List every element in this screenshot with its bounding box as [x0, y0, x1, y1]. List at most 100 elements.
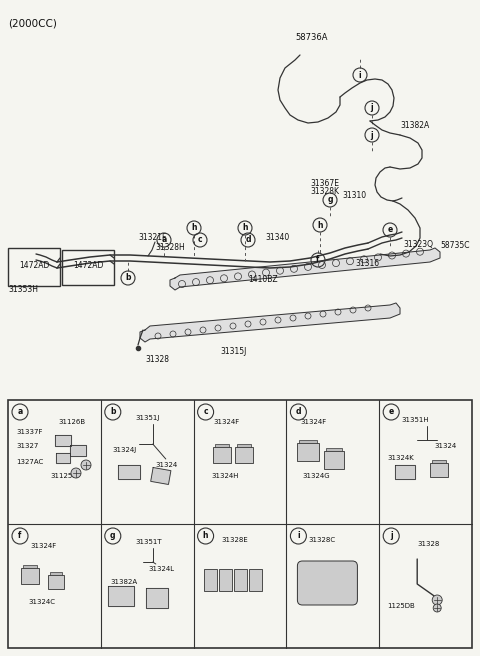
Polygon shape [395, 465, 415, 479]
Text: 31351J: 31351J [136, 415, 160, 421]
Text: 31324G: 31324G [302, 473, 330, 479]
Text: h: h [191, 224, 197, 232]
Bar [8, 400, 472, 648]
Polygon shape [170, 248, 440, 290]
Bar [48, 575, 64, 589]
Text: 31316: 31316 [355, 260, 379, 268]
Text: 31324F: 31324F [300, 419, 327, 425]
Bar [23, 565, 37, 568]
Text: c: c [204, 407, 208, 417]
Text: b: b [125, 274, 131, 283]
Text: 31340: 31340 [265, 234, 289, 243]
Text: 31324F: 31324F [30, 543, 56, 549]
Text: 1472AD: 1472AD [19, 260, 49, 270]
Text: 1125DB: 1125DB [387, 603, 415, 609]
Bar [432, 460, 446, 463]
Text: j: j [371, 131, 373, 140]
Bar [215, 444, 228, 447]
Text: i: i [359, 70, 361, 79]
Text: g: g [110, 531, 116, 541]
Text: 31324C: 31324C [28, 599, 55, 605]
Circle shape [433, 604, 441, 612]
Text: d: d [296, 407, 301, 417]
Text: 31328E: 31328E [222, 537, 248, 543]
Text: c: c [198, 236, 202, 245]
Text: 31324: 31324 [156, 462, 178, 468]
Text: 31327: 31327 [16, 443, 38, 449]
Bar [213, 447, 230, 463]
Text: 1472AD: 1472AD [73, 262, 103, 270]
Bar [298, 443, 319, 461]
Text: 1410BZ: 1410BZ [248, 276, 277, 285]
Text: 31324F: 31324F [214, 419, 240, 425]
Text: 58736A: 58736A [295, 33, 327, 43]
Polygon shape [108, 586, 134, 606]
Text: 31382A: 31382A [111, 579, 138, 585]
Text: g: g [327, 195, 333, 205]
Circle shape [432, 595, 442, 605]
Text: 31328: 31328 [145, 356, 169, 365]
Text: 31328K: 31328K [310, 186, 339, 195]
Bar [300, 440, 317, 443]
Text: h: h [317, 220, 323, 230]
Bar [8, 248, 60, 286]
Bar [326, 448, 342, 451]
Polygon shape [140, 303, 400, 342]
Polygon shape [118, 465, 140, 479]
Text: 31382A: 31382A [400, 121, 429, 129]
Text: 31351H: 31351H [401, 417, 429, 423]
Text: 31324J: 31324J [113, 447, 137, 453]
Bar [218, 569, 231, 591]
Polygon shape [146, 588, 168, 608]
Polygon shape [70, 445, 86, 455]
Bar [430, 463, 448, 477]
Text: j: j [390, 531, 393, 541]
Text: 31328C: 31328C [308, 537, 336, 543]
Bar [324, 451, 344, 469]
Bar [50, 572, 62, 575]
Text: 31328H: 31328H [155, 243, 185, 253]
Circle shape [81, 460, 91, 470]
Text: 31324H: 31324H [212, 473, 239, 479]
Polygon shape [151, 468, 171, 485]
Bar [62, 250, 114, 285]
Text: 31367E: 31367E [310, 178, 339, 188]
Bar [204, 569, 216, 591]
Bar [235, 447, 252, 463]
Text: (2000CC): (2000CC) [8, 18, 57, 28]
Text: 31125M: 31125M [50, 473, 78, 479]
Text: f: f [316, 255, 320, 264]
Bar [21, 568, 39, 584]
Text: 31324L: 31324L [149, 566, 175, 572]
Text: 31351T: 31351T [136, 539, 162, 545]
Text: e: e [389, 407, 394, 417]
Text: h: h [203, 531, 208, 541]
Text: i: i [297, 531, 300, 541]
Text: 1327AC: 1327AC [16, 459, 43, 465]
Text: 31315J: 31315J [220, 348, 246, 356]
Text: 31324: 31324 [434, 443, 456, 449]
Text: 31328: 31328 [417, 541, 440, 547]
Text: e: e [387, 226, 393, 234]
Text: 58735C: 58735C [440, 241, 469, 249]
Bar [249, 569, 262, 591]
FancyBboxPatch shape [298, 561, 358, 605]
Text: a: a [161, 236, 167, 245]
Text: a: a [17, 407, 23, 417]
Text: 31337F: 31337F [16, 429, 43, 435]
Text: j: j [371, 104, 373, 112]
Text: 31321F: 31321F [138, 234, 167, 243]
Text: 31353H: 31353H [8, 285, 38, 295]
Bar [237, 444, 251, 447]
Polygon shape [55, 434, 71, 445]
Text: b: b [110, 407, 116, 417]
Text: h: h [242, 224, 248, 232]
Text: d: d [245, 236, 251, 245]
Bar [234, 569, 247, 591]
Text: 31323Q: 31323Q [403, 241, 433, 249]
Text: 31310: 31310 [342, 190, 366, 199]
Polygon shape [56, 453, 70, 463]
Text: 31324K: 31324K [387, 455, 414, 461]
Text: f: f [18, 531, 22, 541]
Text: 31126B: 31126B [58, 419, 85, 425]
